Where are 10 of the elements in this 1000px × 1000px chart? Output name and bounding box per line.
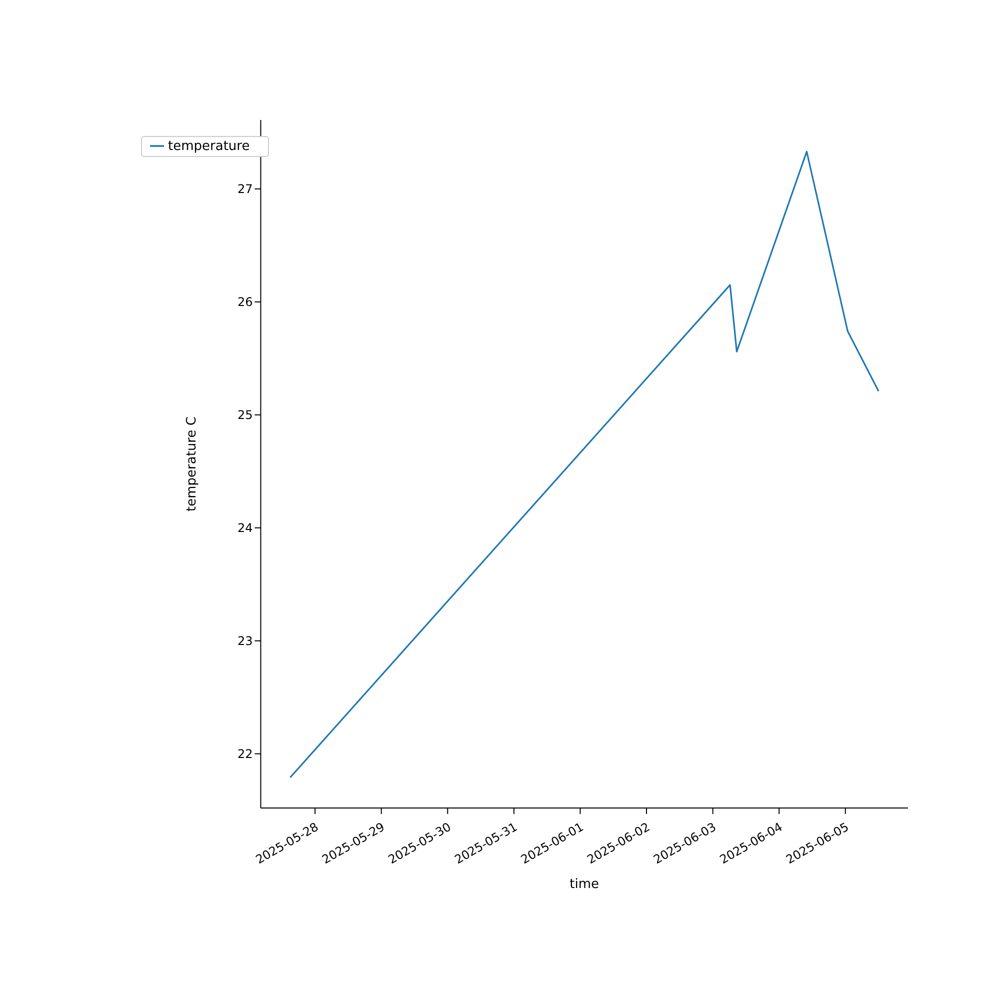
y-tick-label: 27 bbox=[237, 182, 253, 196]
y-axis-title: temperature C bbox=[184, 416, 200, 512]
y-tick-label: 25 bbox=[237, 408, 253, 422]
y-tick-label: 22 bbox=[237, 747, 253, 762]
y-tick-label: 24 bbox=[237, 521, 253, 536]
y-tick-label: 26 bbox=[237, 295, 253, 310]
line-series bbox=[289, 150, 880, 778]
x-axis-title: time bbox=[570, 877, 600, 892]
y-tick-label: 23 bbox=[237, 634, 253, 648]
legend-label: temperature bbox=[168, 139, 250, 154]
